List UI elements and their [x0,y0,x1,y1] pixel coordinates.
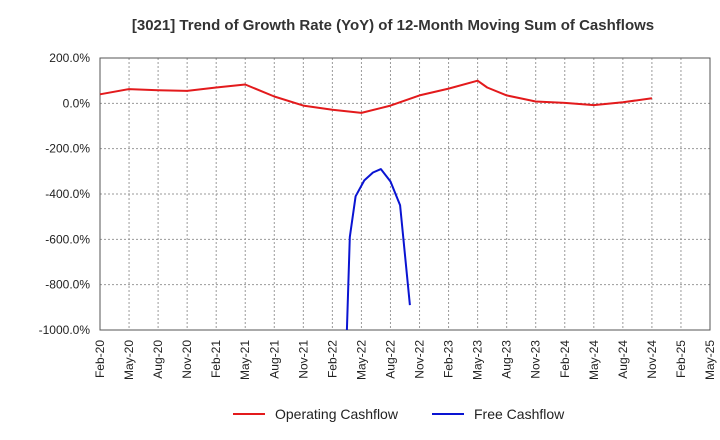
x-tick-label: Feb-24 [558,340,572,378]
x-tick-label: Aug-20 [151,340,165,379]
x-tick-label: May-23 [471,340,485,380]
legend: Operating Cashflow Free Cashflow [233,406,565,422]
x-tick-label: May-25 [703,340,717,380]
x-tick-label: Nov-20 [180,340,194,379]
x-tick-label: Nov-21 [296,340,310,379]
y-tick-label: -400.0% [45,187,90,201]
x-tick-label: May-22 [354,340,368,380]
y-tick-label: 200.0% [49,51,90,65]
y-tick-label: -800.0% [45,278,90,292]
x-tick-label: Feb-21 [209,340,223,378]
x-tick-label: Nov-24 [645,340,659,379]
series-line-operating-cashflow [99,79,653,114]
x-tick-label: Nov-22 [413,340,427,379]
x-tick-label: Feb-22 [325,340,339,378]
x-tick-label: May-24 [587,340,601,380]
x-tick-label: Feb-23 [442,340,456,378]
y-tick-label: -600.0% [45,232,90,246]
legend-label-operating-cashflow: Operating Cashflow [275,406,399,422]
x-tick-label: Aug-22 [383,340,397,379]
x-tick-label: Feb-25 [674,340,688,378]
y-tick-label: -1000.0% [39,323,91,337]
series-lines [99,79,653,331]
x-tick-label: Feb-20 [93,340,107,378]
plot-frame [99,57,711,331]
x-tick-label: Aug-21 [267,340,281,379]
x-tick-label: Aug-24 [616,340,630,379]
x-tick-label: Aug-23 [500,340,514,379]
x-tick-label: Nov-23 [529,340,543,379]
chart-title: [3021] Trend of Growth Rate (YoY) of 12-… [132,17,654,34]
legend-label-free-cashflow: Free Cashflow [474,406,565,422]
x-tick-label: May-21 [238,340,252,380]
y-tick-label: -200.0% [45,142,90,156]
y-tick-label: 0.0% [63,96,91,110]
x-tick-label: May-20 [122,340,136,380]
axes: 200.0% 0.0% -200.0% -400.0% -600.0% -800.0% -1… [39,51,717,380]
grid [99,57,711,331]
series-line-free-cashflow [345,168,411,331]
